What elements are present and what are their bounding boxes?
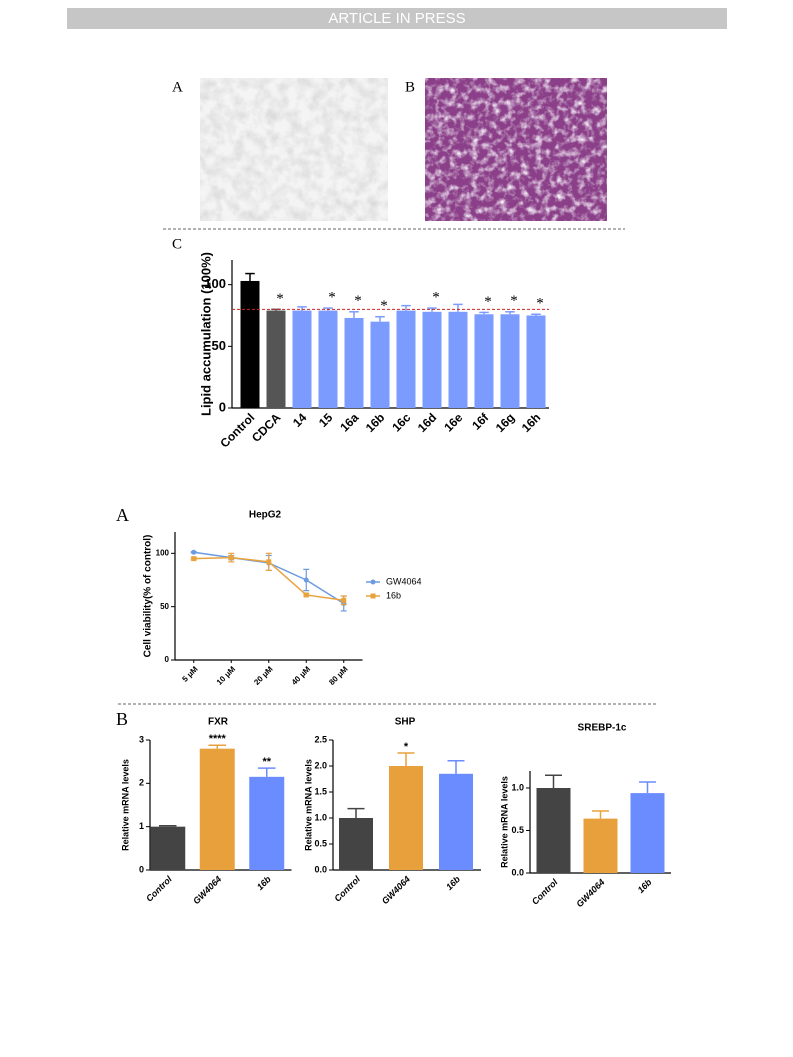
point [228,555,234,561]
y-axis-label: Cell viability(% of control) [143,535,154,658]
chart-title: FXR [208,717,229,728]
significance: * [510,293,518,309]
point [303,592,309,598]
bar [292,310,312,408]
bar [249,776,285,870]
y-tick-label: 3 [139,734,144,744]
significance: * [484,294,492,310]
panel-label: A [172,79,183,95]
y-tick-label: 1.5 [314,786,327,796]
significance: * [354,293,362,309]
y-tick-label: 1 [139,821,144,831]
micrograph-a-texture [200,78,388,221]
y-tick-label: 2.0 [314,760,327,770]
y-tick-label: 0.5 [511,825,524,835]
bar [150,826,186,870]
significance: **** [209,733,227,745]
y-tick-label: 1.0 [511,782,524,792]
bar [240,280,260,408]
y-tick-label: 0 [165,655,170,664]
bar [396,310,416,408]
bar [344,317,364,408]
y-axis-label: Relative mRNA levels [499,776,509,868]
bar [199,748,235,870]
bar [448,311,468,408]
bar [389,766,423,870]
legend-marker [370,579,376,585]
significance: * [380,298,388,314]
legend-marker [370,593,376,599]
bar [500,314,520,408]
y-tick-label: 100 [156,548,170,557]
significance: * [536,296,544,312]
y-tick-label: 0 [139,864,144,874]
y-axis-label: Relative mRNA levels [120,759,130,851]
legend-label: GW4064 [386,576,422,586]
header-bar [67,8,727,29]
chart-title: HepG2 [249,510,282,521]
significance: * [432,290,440,306]
chart-title: SREBP-1c [578,723,627,734]
y-axis-label: Lipid accumulation (100%) [198,252,213,416]
y-tick-label: 2 [139,778,144,788]
panel-label: B [405,79,415,95]
y-tick-label: 50 [212,338,226,353]
y-tick-label: 0 [219,399,226,414]
bar [474,314,494,408]
bar [339,818,373,870]
point [341,597,347,603]
y-tick-label: 2.5 [314,734,327,744]
bar [536,788,571,873]
bar [526,315,546,408]
bar [266,310,286,408]
panel-label: A [116,505,129,525]
significance: * [328,290,336,306]
y-tick-label: 0.5 [314,838,327,848]
significance: * [276,291,284,307]
significance: * [404,741,409,753]
legend-label: 16b [386,590,401,600]
micrograph-b-texture [425,78,607,221]
bar [318,310,338,408]
bar [370,321,390,408]
header-text: ARTICLE IN PRESS [328,10,465,27]
panel-label: B [116,709,128,729]
point [266,559,272,565]
bar [583,818,618,873]
y-tick-label: 0.0 [511,867,524,877]
point [191,549,197,555]
panel-label: C [172,236,182,252]
bar [439,773,473,870]
bar [422,311,442,408]
y-axis-label: Relative mRNA levels [303,759,313,851]
y-tick-label: 0.0 [314,864,327,874]
y-tick-label: 1.0 [314,812,327,822]
point [303,577,309,583]
significance: ** [262,756,271,768]
point [191,556,197,562]
y-tick-label: 100 [204,276,226,291]
y-tick-label: 50 [160,602,169,611]
bar [630,793,665,873]
chart-title: SHP [395,717,416,728]
